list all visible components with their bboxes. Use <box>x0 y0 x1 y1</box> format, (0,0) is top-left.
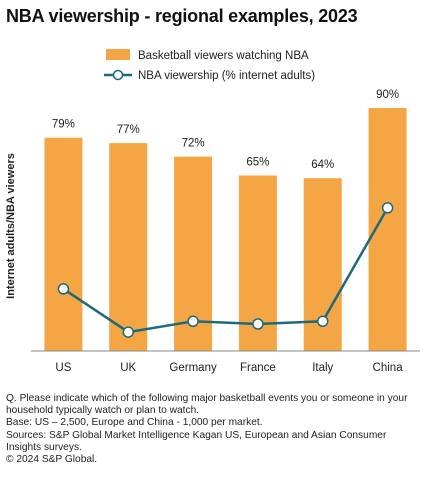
legend-swatch-bar <box>106 49 130 60</box>
footnotes: Q. Please indicate which of the followin… <box>6 393 418 466</box>
x-tick-label: UK <box>120 362 136 374</box>
line-point-uk <box>122 326 134 338</box>
bar-value-label: 77% <box>117 124 140 136</box>
bar-value-label: 90% <box>376 89 399 101</box>
bar-value-label: 72% <box>182 138 205 150</box>
bar-us <box>44 137 83 351</box>
chart-title: NBA viewership - regional examples, 2023 <box>6 6 358 26</box>
line-series <box>57 202 394 338</box>
chart-area: Basketball viewers watching NBA NBA viewe… <box>5 49 420 374</box>
x-tick-label: France <box>240 362 276 374</box>
x-tick-label: China <box>373 362 404 374</box>
line-point-germany <box>187 315 199 328</box>
footnote-copyright: © 2024 S&P Global. <box>6 454 98 466</box>
line-point-italy <box>317 315 329 328</box>
footnote-sources: Sources: S&P Global Market Intelligence … <box>6 429 387 453</box>
x-tick-label: Germany <box>169 362 217 374</box>
line-point-france <box>252 318 264 330</box>
bar-value-label: 65% <box>246 157 269 169</box>
legend-marker-line <box>112 69 124 81</box>
bar-value-label: 64% <box>311 159 334 171</box>
axes: US UK Germany France Italy China Internet adul… <box>5 153 420 374</box>
x-tick-label: Italy <box>312 362 333 374</box>
legend-label-bar: Basketball viewers watching NBA <box>138 50 309 62</box>
bar-value-label: 79% <box>52 119 75 131</box>
footnote-base: Base: US – 2,500, Europe and China - 1,0… <box>6 417 263 429</box>
footnote-question: Q. Please indicate which of the followin… <box>6 393 408 417</box>
line-point-china <box>381 202 394 214</box>
y-axis-title: Internet adults/NBA viewers <box>5 153 17 299</box>
bar-uk <box>109 143 148 351</box>
x-tick-label: US <box>55 362 71 374</box>
legend: Basketball viewers watching NBA NBA viewe… <box>104 49 315 82</box>
line-path <box>62 207 389 334</box>
line-point-us <box>57 283 70 295</box>
legend-label-line: NBA viewership (% internet adults) <box>138 70 315 82</box>
